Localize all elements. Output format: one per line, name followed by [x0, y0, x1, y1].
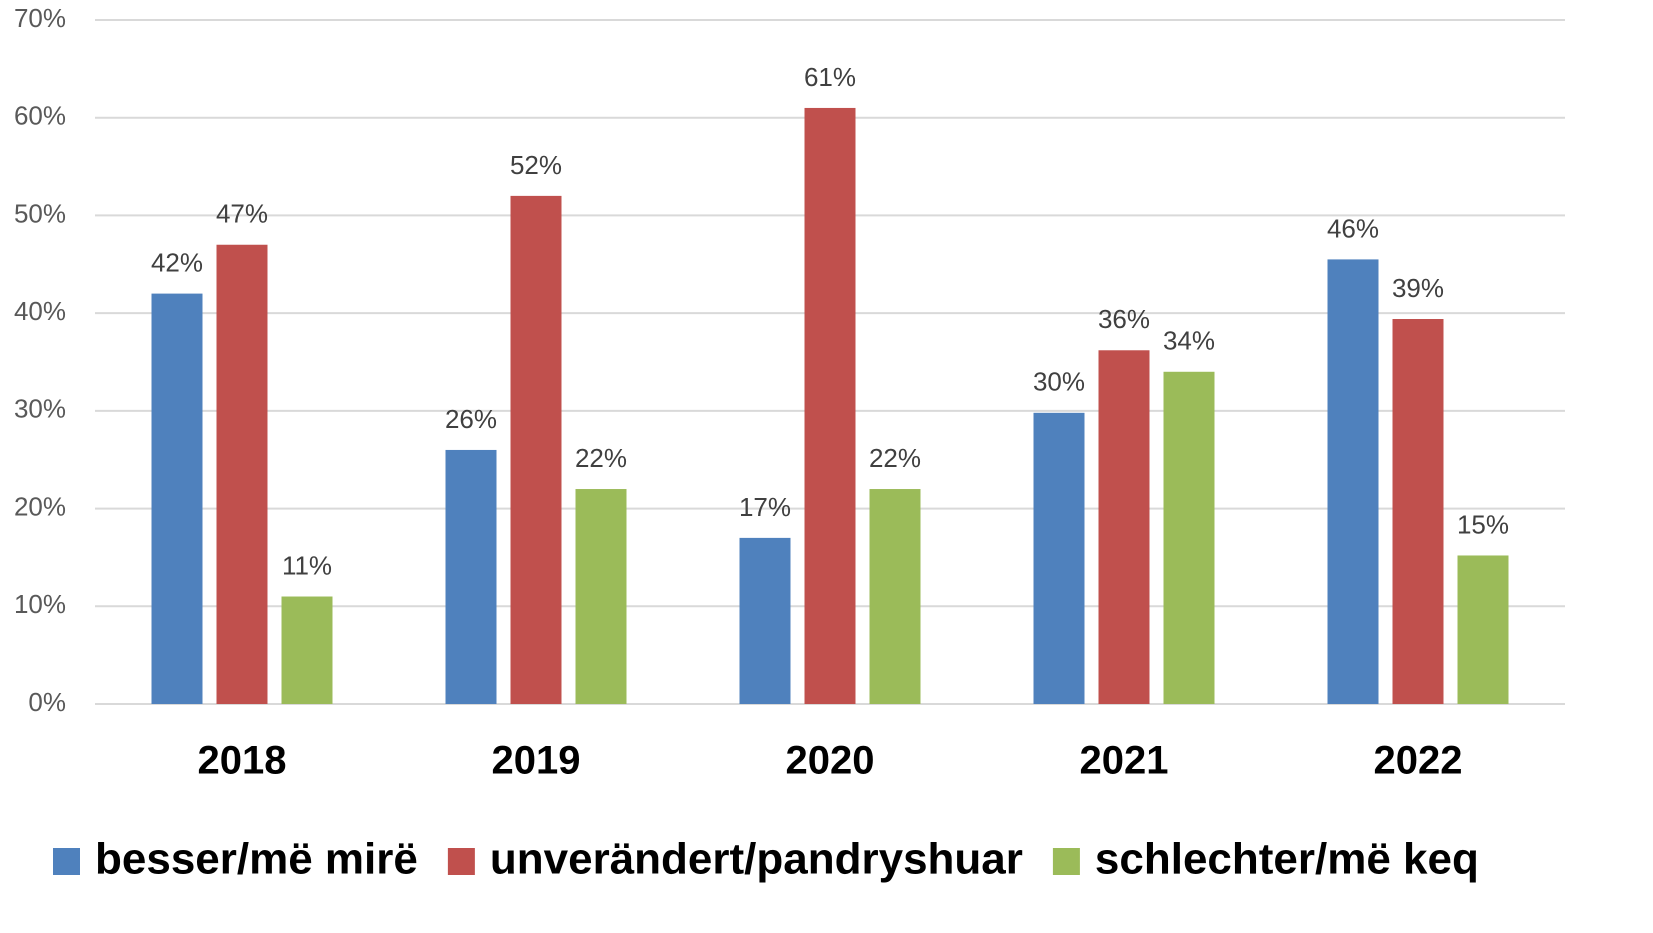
legend-label: besser/më mirë — [95, 835, 418, 884]
legend-swatch — [447, 848, 475, 875]
bar — [1327, 259, 1379, 704]
data-label: 22% — [575, 443, 627, 473]
y-tick-label: 50% — [14, 198, 66, 228]
x-tick-label: 2022 — [1374, 739, 1463, 783]
bar — [216, 244, 268, 704]
bar — [739, 537, 791, 704]
bar — [1033, 412, 1085, 704]
y-tick-label: 20% — [14, 491, 66, 521]
bar — [281, 596, 333, 704]
bar — [151, 293, 203, 704]
data-label: 11% — [282, 550, 332, 580]
bar — [510, 195, 562, 704]
legend-label: schlechter/më keq — [1095, 835, 1479, 884]
bar — [575, 489, 627, 704]
data-label: 17% — [739, 492, 791, 522]
data-label: 26% — [445, 404, 497, 434]
data-label: 46% — [1327, 213, 1379, 243]
data-label: 36% — [1098, 304, 1150, 334]
bar — [804, 107, 856, 704]
legend-label: unverändert/pandryshuar — [490, 835, 1023, 884]
y-tick-label: 10% — [14, 589, 66, 619]
data-label: 34% — [1163, 326, 1215, 356]
x-tick-label: 2019 — [492, 739, 581, 783]
legend-swatch — [53, 848, 80, 875]
data-label: 42% — [151, 247, 203, 277]
data-label: 47% — [216, 199, 268, 229]
y-tick-label: 60% — [14, 101, 66, 131]
y-tick-label: 40% — [14, 296, 66, 326]
data-label: 22% — [869, 443, 921, 473]
bar — [1098, 350, 1150, 704]
bar — [1457, 555, 1509, 704]
bar — [1392, 319, 1444, 704]
y-tick-label: 30% — [14, 394, 66, 424]
legend-swatch — [1052, 848, 1080, 875]
x-tick-label: 2018 — [198, 739, 287, 783]
data-label: 61% — [804, 62, 856, 92]
data-label: 52% — [510, 150, 562, 180]
x-tick-label: 2020 — [786, 739, 875, 783]
y-tick-label: 70% — [14, 3, 66, 33]
bar — [445, 449, 497, 704]
data-label: 15% — [1457, 509, 1509, 539]
bar — [869, 489, 921, 704]
x-tick-label: 2021 — [1080, 739, 1169, 783]
data-label: 39% — [1392, 273, 1444, 303]
bar — [1163, 371, 1215, 704]
data-label: 30% — [1033, 367, 1085, 397]
y-tick-label: 0% — [28, 687, 66, 717]
